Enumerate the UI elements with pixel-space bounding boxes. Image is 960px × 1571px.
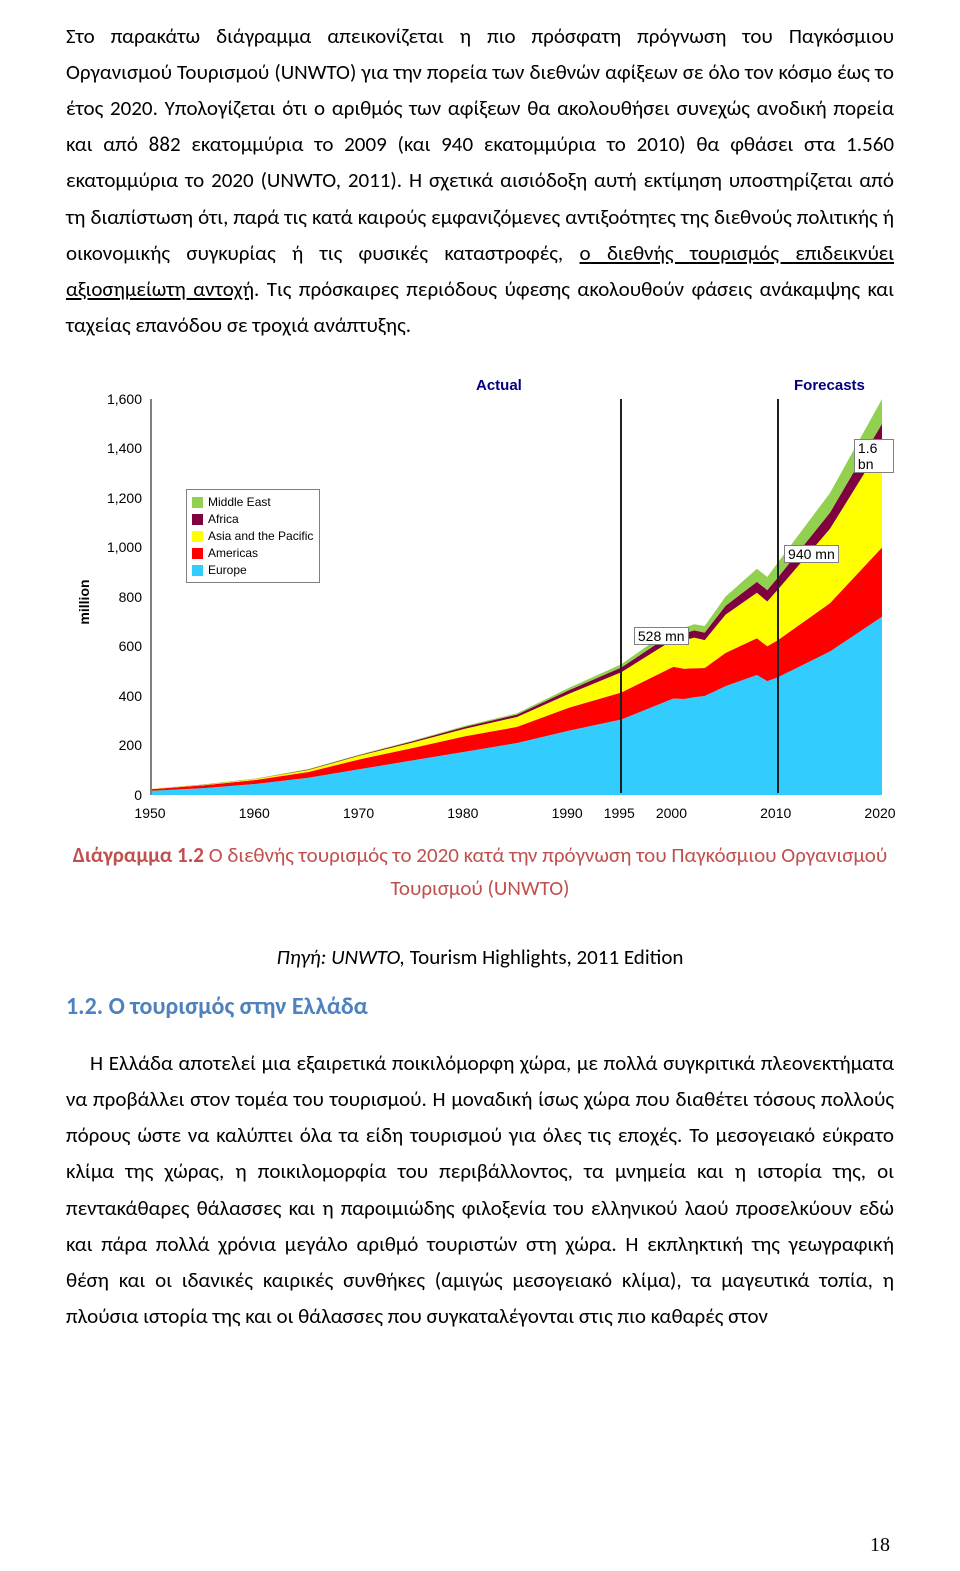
legend-swatch bbox=[192, 548, 203, 559]
caption-rest: Ο διεθνής τουρισμός το 2020 κατά την πρό… bbox=[204, 842, 887, 901]
section-1-2-heading: 1.2. Ο τουρισμός στην Ελλάδα bbox=[66, 992, 894, 1021]
legend-label: Middle East bbox=[208, 494, 271, 511]
y-tick: 0 bbox=[106, 787, 142, 803]
x-tick: 1995 bbox=[604, 805, 635, 821]
legend-item: Africa bbox=[192, 511, 313, 528]
x-tick: 2020 bbox=[864, 805, 895, 821]
intro-paragraph: Στο παρακάτω διάγραμμα απεικονίζεται η π… bbox=[66, 18, 894, 343]
y-axis-label: million bbox=[76, 579, 92, 624]
p1-pre: Στο παρακάτω διάγραμμα απεικονίζεται η π… bbox=[66, 23, 894, 266]
legend-item: Asia and the Pacific bbox=[192, 528, 313, 545]
chart-header-actual: Actual bbox=[476, 377, 522, 394]
tourism-area-chart: million Actual Forecasts Middle EastAfri… bbox=[66, 373, 894, 831]
legend-label: Europe bbox=[208, 562, 247, 579]
figure-caption: Διάγραμμα 1.2 Ο διεθνής τουρισμός το 202… bbox=[66, 839, 894, 904]
legend-label: Africa bbox=[208, 511, 239, 528]
legend-swatch bbox=[192, 531, 203, 542]
chart-annotation: 528 mn bbox=[634, 627, 689, 645]
legend-swatch bbox=[192, 514, 203, 525]
plot-area bbox=[150, 399, 880, 795]
source-italic: Πηγή: UNWTO, bbox=[277, 944, 405, 970]
legend-item: Middle East bbox=[192, 494, 313, 511]
x-tick: 1990 bbox=[552, 805, 583, 821]
chart-annotation: 940 mn bbox=[784, 545, 839, 563]
legend-label: Americas bbox=[208, 545, 258, 562]
figure-source: Πηγή: UNWTO, Tourism Highlights, 2011 Ed… bbox=[66, 944, 894, 970]
y-tick: 800 bbox=[106, 589, 142, 605]
stacked-area-svg bbox=[152, 399, 882, 795]
y-tick: 200 bbox=[106, 737, 142, 753]
x-tick: 1960 bbox=[239, 805, 270, 821]
x-tick: 1970 bbox=[343, 805, 374, 821]
legend-swatch bbox=[192, 497, 203, 508]
greece-paragraph: Η Ελλάδα αποτελεί μια εξαιρετικά ποικιλό… bbox=[66, 1045, 894, 1334]
figure-1-2: million Actual Forecasts Middle EastAfri… bbox=[66, 373, 894, 904]
x-tick: 2010 bbox=[760, 805, 791, 821]
legend-swatch bbox=[192, 565, 203, 576]
legend-label: Asia and the Pacific bbox=[208, 528, 313, 545]
chart-annotation: 1.6 bn bbox=[854, 439, 894, 473]
chart-header-forecasts: Forecasts bbox=[794, 377, 865, 394]
y-tick: 1,600 bbox=[106, 391, 142, 407]
reference-line bbox=[620, 399, 622, 793]
caption-lead: Διάγραμμα 1.2 bbox=[73, 842, 204, 868]
y-tick: 1,400 bbox=[106, 440, 142, 456]
y-tick: 400 bbox=[106, 688, 142, 704]
source-rest: Tourism Highlights, 2011 Edition bbox=[405, 944, 683, 970]
x-tick: 1950 bbox=[134, 805, 165, 821]
page-number: 18 bbox=[870, 1534, 890, 1557]
chart-legend: Middle EastAfricaAsia and the PacificAme… bbox=[186, 489, 320, 583]
y-tick: 1,000 bbox=[106, 539, 142, 555]
y-tick: 1,200 bbox=[106, 490, 142, 506]
legend-item: Americas bbox=[192, 545, 313, 562]
reference-line bbox=[777, 399, 779, 793]
y-tick: 600 bbox=[106, 638, 142, 654]
x-tick: 1980 bbox=[447, 805, 478, 821]
x-tick: 2000 bbox=[656, 805, 687, 821]
legend-item: Europe bbox=[192, 562, 313, 579]
